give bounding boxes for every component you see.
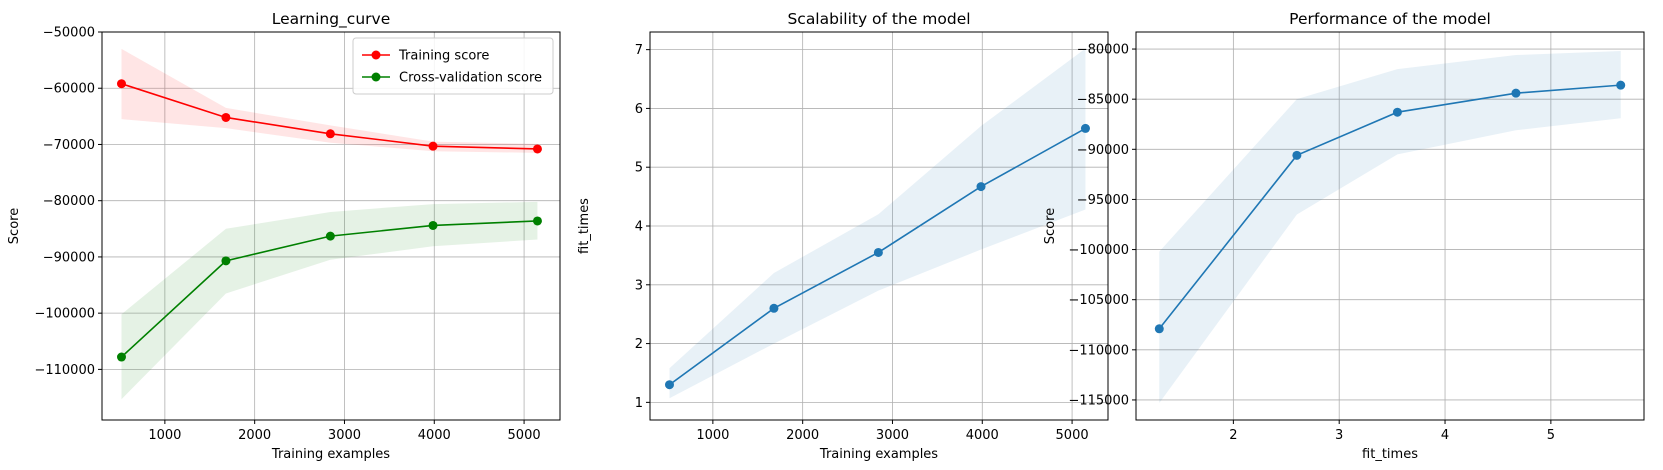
y-axis-label: fit_times: [577, 198, 592, 254]
data-point: [116, 79, 126, 89]
legend-label: Cross-validation score: [399, 71, 542, 86]
y-tick-label: −90000: [43, 250, 95, 265]
x-tick-label: 5000: [508, 428, 541, 443]
y-tick-label: −100000: [1068, 243, 1129, 258]
y-tick-label: −100000: [34, 307, 95, 322]
legend-label: Training score: [398, 49, 489, 64]
x-tick-label: 2: [1229, 428, 1237, 443]
x-tick-label: 3: [1335, 428, 1343, 443]
y-tick-label: 7: [635, 43, 643, 58]
chart-title: Performance of the model: [1289, 10, 1491, 28]
legend: Training score Cross-validation score: [352, 37, 554, 95]
legend-swatch-marker: [371, 72, 381, 82]
y-axis-label: Score: [7, 208, 22, 244]
y-tick-label: 5: [635, 161, 643, 176]
data-point: [532, 216, 542, 226]
data-point: [873, 247, 883, 257]
confidence-band-1: [1159, 51, 1621, 403]
data-point: [325, 129, 335, 139]
y-tick-label: −90000: [1077, 143, 1129, 158]
y-axis-label: Score: [1043, 208, 1058, 244]
data-point: [428, 141, 438, 151]
y-tick-label: −80000: [43, 194, 95, 209]
data-point: [1392, 107, 1402, 117]
x-tick-label: 5000: [1056, 428, 1089, 443]
data-point: [428, 220, 438, 230]
x-tick-label: 1000: [696, 428, 729, 443]
subplot-2: 1000 2000 3000 4000 5000 1 2 3 4 5 6 7 Scalability o…: [577, 10, 1109, 462]
y-tick-label: −110000: [1068, 343, 1129, 358]
y-tick-label: −110000: [34, 363, 95, 378]
confidence-band-2: [121, 201, 538, 400]
subplot-3: 2 3 4 5 −115000 −110000 −105000 −100000 −95000 −9…: [1043, 10, 1645, 462]
legend-swatch-marker: [371, 50, 381, 60]
x-tick-label: 4000: [966, 428, 999, 443]
x-tick-label: 4: [1441, 428, 1449, 443]
y-tick-label: −105000: [1068, 293, 1129, 308]
data-point: [664, 380, 674, 390]
data-point: [1292, 150, 1302, 160]
x-tick-label: 5: [1547, 428, 1555, 443]
data-point: [976, 182, 986, 192]
data-point: [116, 352, 126, 362]
x-axis-label: Training examples: [271, 447, 390, 462]
data-point: [325, 231, 335, 241]
data-point: [1154, 324, 1164, 334]
x-tick-label: 2000: [786, 428, 819, 443]
confidence-band-1: [669, 48, 1086, 399]
confidence-band-1: [121, 48, 538, 153]
x-tick-label: 3000: [328, 428, 361, 443]
data-point: [1080, 123, 1090, 133]
data-point: [1616, 80, 1626, 90]
y-tick-label: 3: [635, 278, 643, 293]
y-tick-label: −95000: [1077, 193, 1129, 208]
chart-title: Scalability of the model: [787, 10, 970, 28]
x-tick-label: 3000: [876, 428, 909, 443]
y-tick-label: −115000: [1068, 393, 1129, 408]
x-axis-label: Training examples: [819, 447, 938, 462]
x-tick-label: 1000: [148, 428, 181, 443]
y-tick-label: 4: [635, 220, 643, 235]
data-point: [221, 112, 231, 122]
axes-frame: [101, 31, 561, 421]
y-tick-label: 1: [635, 396, 643, 411]
chart-title: Learning_curve: [272, 10, 390, 29]
data-point: [532, 144, 542, 154]
y-tick-label: −85000: [1077, 93, 1129, 108]
axes-frame: [1135, 31, 1645, 421]
y-tick-label: −70000: [43, 138, 95, 153]
subplot-1: 1000 2000 3000 4000 5000 −110000 −100000 −90000…: [7, 10, 561, 462]
legend-frame: [352, 37, 554, 95]
x-axis-label: fit_times: [1362, 447, 1418, 462]
x-tick-label: 2000: [238, 428, 271, 443]
y-tick-label: −80000: [1077, 43, 1129, 58]
data-point: [1511, 88, 1521, 98]
y-tick-label: −50000: [43, 26, 95, 41]
y-tick-label: −60000: [43, 82, 95, 97]
x-tick-label: 4000: [418, 428, 451, 443]
data-point: [221, 256, 231, 266]
y-tick-label: 2: [635, 337, 643, 352]
data-point: [769, 303, 779, 313]
y-tick-label: 6: [635, 102, 643, 117]
